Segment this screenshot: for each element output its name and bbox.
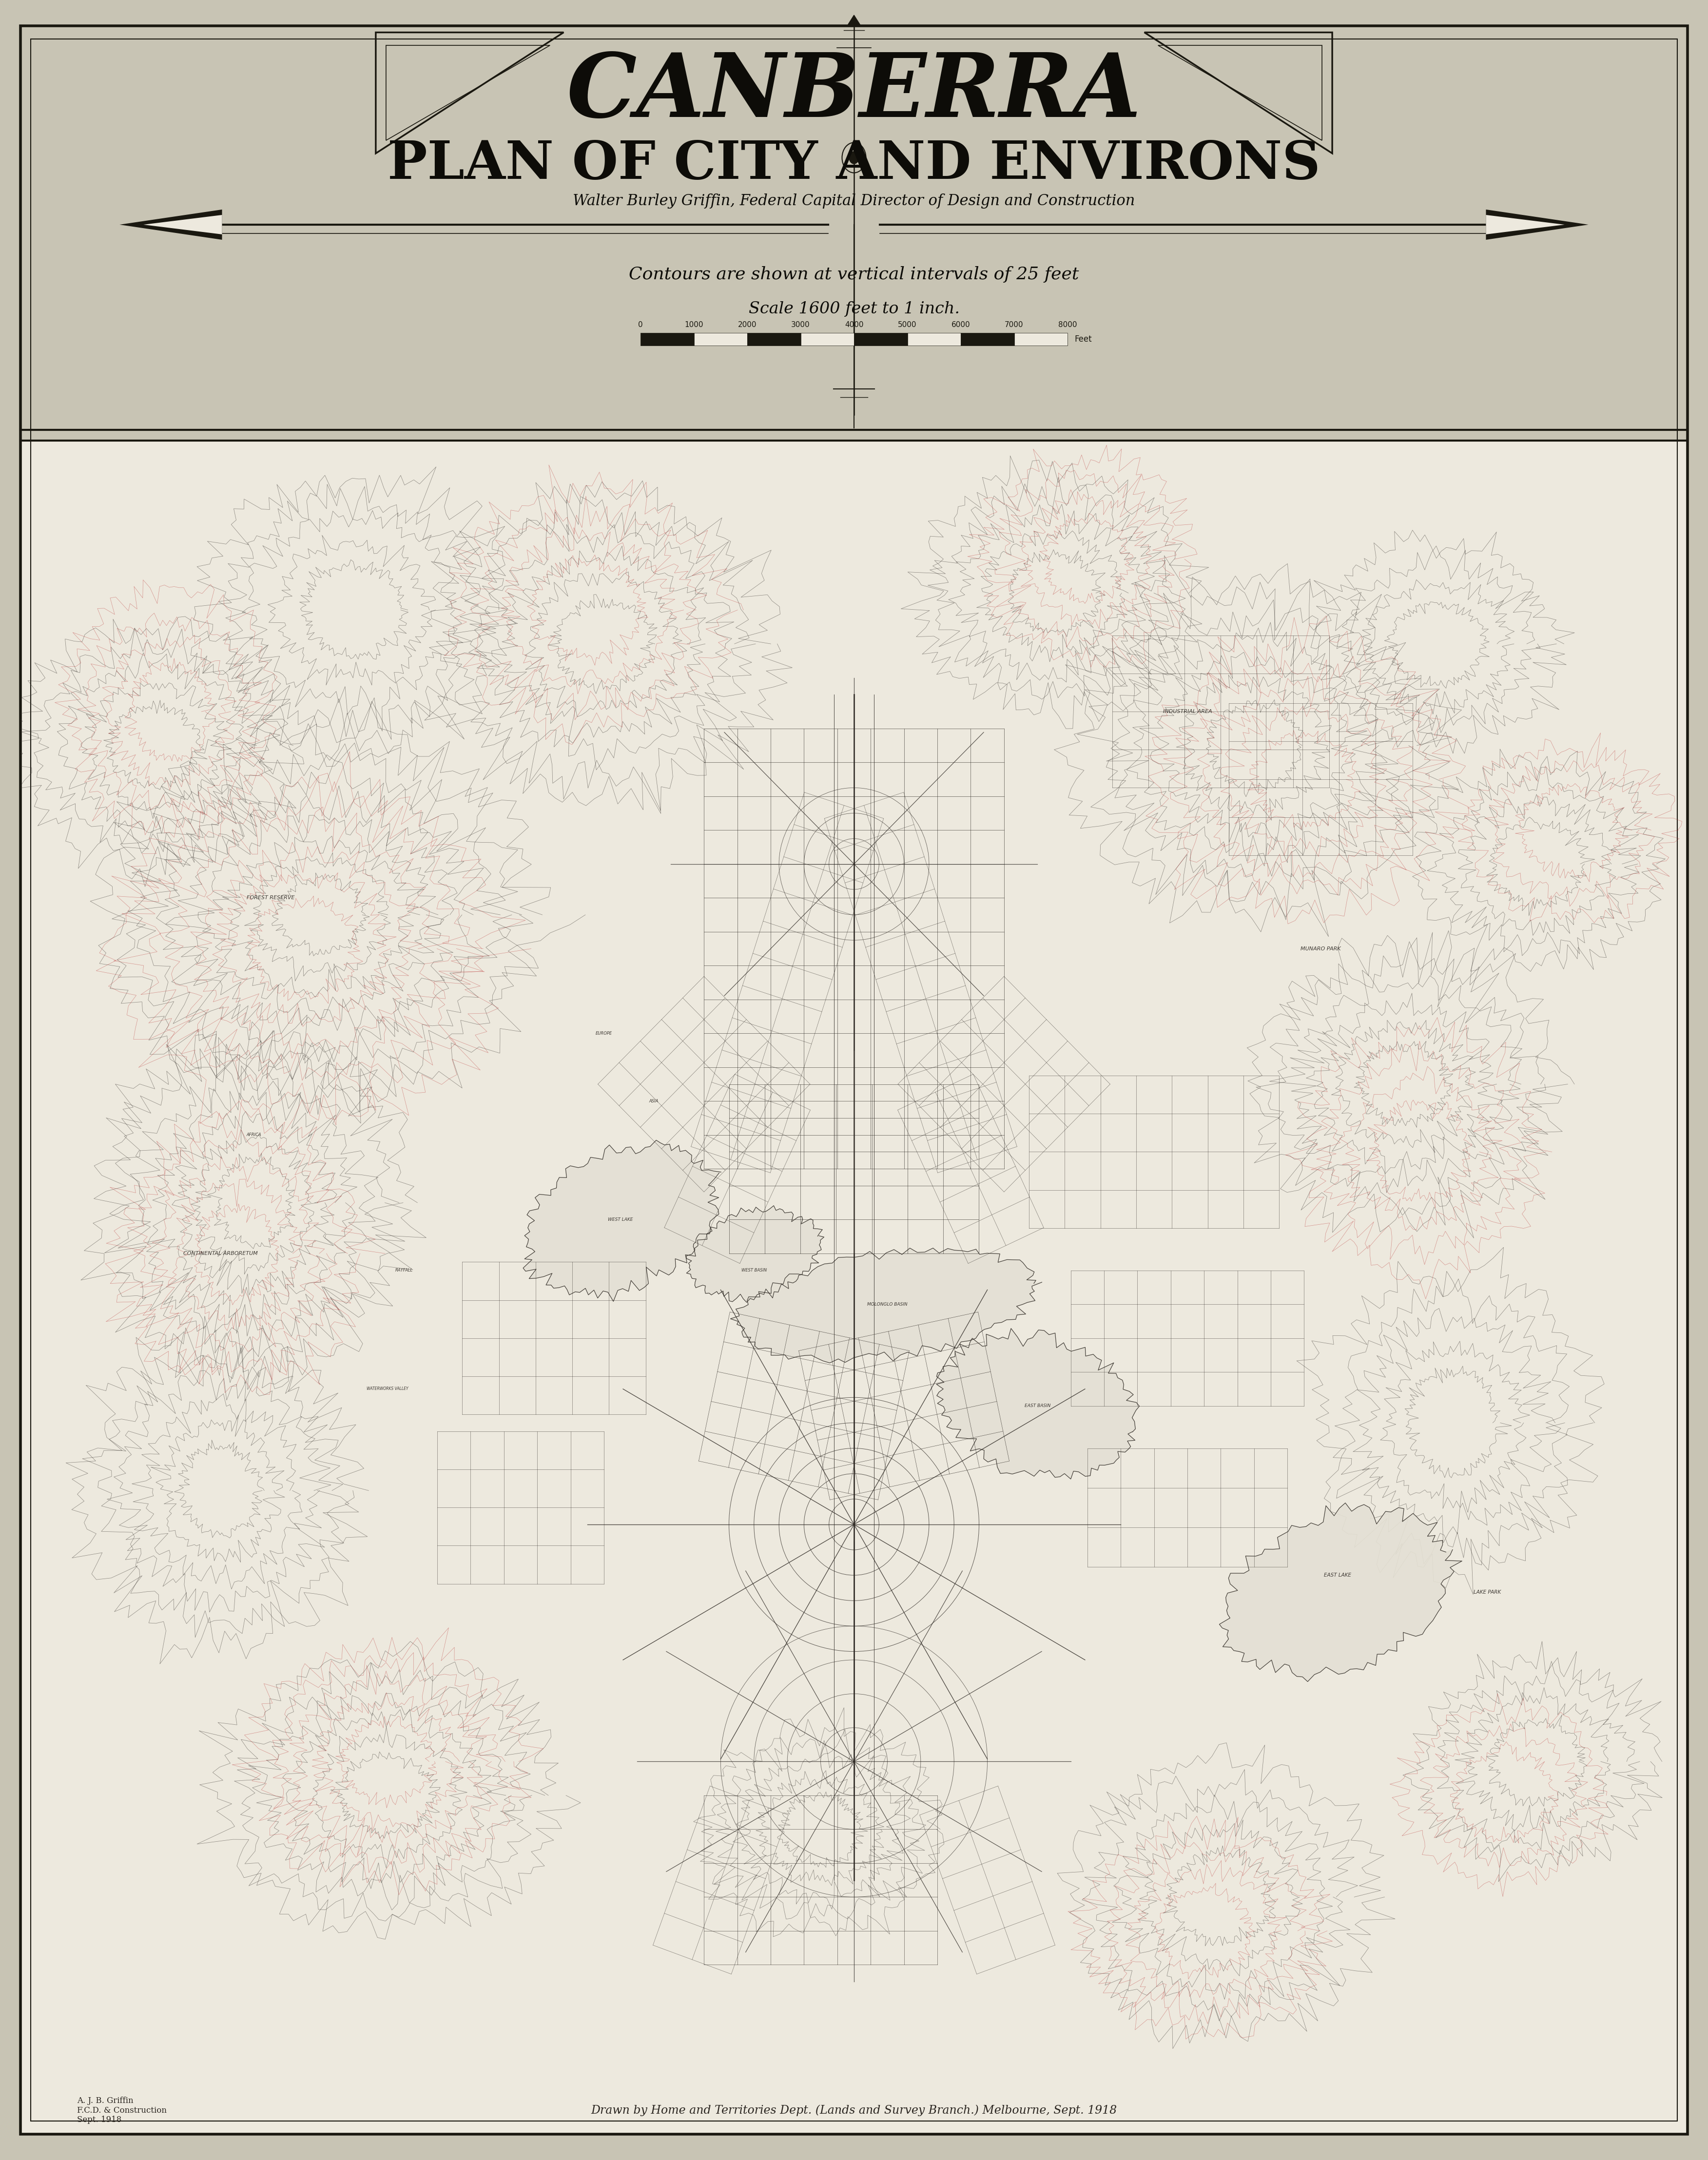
Bar [907,333,960,346]
Text: WEST BASIN: WEST BASIN [741,1268,767,1272]
Polygon shape [523,1140,721,1300]
Text: 1000: 1000 [685,322,704,328]
Circle shape [849,151,859,164]
Text: PLAN OF CITY AND ENVIRONS: PLAN OF CITY AND ENVIRONS [388,138,1320,190]
Bar [801,333,854,346]
Text: Drawn by Home and Territories Dept. (Lands and Survey Branch.) Melbourne, Sept. : Drawn by Home and Territories Dept. (Lan… [591,2104,1117,2117]
Text: LAKE PARK: LAKE PARK [1474,1590,1501,1594]
Text: 2000: 2000 [738,322,757,328]
Bar [854,333,907,346]
Text: CANBERRA: CANBERRA [567,50,1141,136]
Text: EAST BASIN: EAST BASIN [1025,1404,1050,1408]
Bar [1015,333,1068,346]
Bar [748,333,801,346]
Polygon shape [1220,1503,1462,1683]
Text: ASIA: ASIA [649,1099,659,1104]
Polygon shape [731,1248,1042,1363]
Text: 6000: 6000 [951,322,970,328]
Text: WATERWORKS VALLEY: WATERWORKS VALLEY [367,1387,408,1391]
Text: EUROPE: EUROPE [596,1030,611,1035]
Text: RAYFALL: RAYFALL [395,1268,413,1272]
Text: AFRICA: AFRICA [246,1132,261,1136]
Polygon shape [687,1205,823,1302]
Text: 4000: 4000 [845,322,863,328]
Text: A. J. B. Griffin
F.C.D. & Construction
Sept. 1918: A. J. B. Griffin F.C.D. & Construction S… [77,2097,167,2123]
Text: CONTINENTAL ARBORETUM: CONTINENTAL ARBORETUM [183,1251,258,1255]
Text: Scale 1600 feet to 1 inch.: Scale 1600 feet to 1 inch. [748,300,960,318]
Bar [640,333,693,346]
Text: INDUSTRIAL AREA: INDUSTRIAL AREA [1163,708,1213,715]
Text: Contours are shown at vertical intervals of 25 feet: Contours are shown at vertical intervals… [629,266,1079,283]
Text: EAST LAKE: EAST LAKE [1324,1572,1351,1577]
Polygon shape [1486,210,1588,240]
Text: MUNARO PARK: MUNARO PARK [1300,946,1341,950]
Text: 7000: 7000 [1004,322,1023,328]
Text: MOLONGLO BASIN: MOLONGLO BASIN [868,1302,907,1307]
Polygon shape [847,15,861,26]
Text: FOREST RESERVE: FOREST RESERVE [246,896,294,901]
Bar [20,22,1688,441]
Text: 3000: 3000 [791,322,810,328]
Bar [20,441,1688,2134]
Text: 8000: 8000 [1059,322,1076,328]
Polygon shape [143,214,222,233]
Text: Feet: Feet [1074,335,1091,343]
Polygon shape [120,210,222,240]
Polygon shape [1486,214,1565,233]
Bar [960,333,1015,346]
Bar [693,333,748,346]
Text: WEST LAKE: WEST LAKE [608,1218,634,1223]
Text: 0: 0 [639,322,642,328]
Text: 5000: 5000 [898,322,917,328]
Polygon shape [936,1328,1139,1480]
Text: Walter Burley Griffin, Federal Capital Director of Design and Construction: Walter Burley Griffin, Federal Capital D… [572,194,1136,207]
